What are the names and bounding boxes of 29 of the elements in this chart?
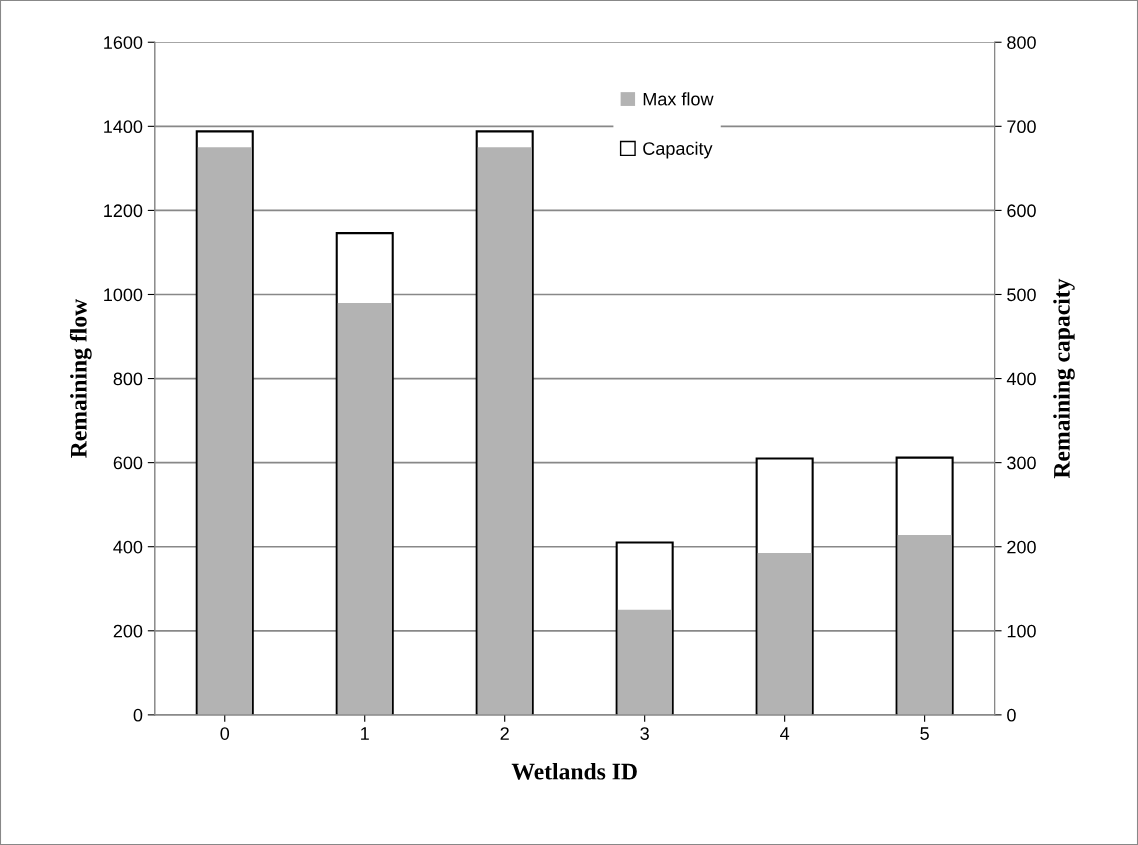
y-tick-label: 400 bbox=[113, 540, 143, 554]
y2-tick-label: 200 bbox=[1007, 540, 1036, 554]
y2-tick-label: 700 bbox=[1007, 120, 1036, 134]
y2-tick-label: 500 bbox=[1007, 288, 1036, 302]
x-tick-label: 4 bbox=[780, 727, 790, 740]
x-tick-label: 5 bbox=[920, 727, 929, 740]
y2-tick-label: 400 bbox=[1006, 372, 1036, 386]
y-tick-label: 800 bbox=[113, 372, 143, 386]
y2-tick-label: 100 bbox=[1007, 624, 1036, 638]
y2-tick-label: 300 bbox=[1007, 456, 1036, 470]
y-tick-label: 1200 bbox=[104, 204, 143, 218]
y-axis-title: Remaining flow bbox=[69, 299, 92, 458]
x-tick-label: 0 bbox=[220, 727, 230, 740]
x-tick-label: 1 bbox=[361, 727, 369, 740]
y-tick-label: 600 bbox=[113, 456, 143, 470]
y-tick-label: 0 bbox=[133, 708, 143, 722]
legend-label: Capacity bbox=[643, 141, 713, 159]
x-tick-label: 3 bbox=[640, 727, 649, 740]
legend-label: Max flow bbox=[643, 92, 714, 106]
y2-tick-label: 0 bbox=[1007, 708, 1016, 722]
y-tick-label: 1400 bbox=[104, 120, 143, 134]
x-axis-title: Wetlands ID bbox=[511, 762, 637, 780]
y-tick-label: 1600 bbox=[104, 36, 143, 49]
x-tick-label: 2 bbox=[500, 727, 509, 740]
y2-tick-label: 800 bbox=[1007, 36, 1036, 49]
y-tick-label: 200 bbox=[113, 624, 143, 638]
y2-tick-label: 600 bbox=[1007, 204, 1036, 218]
y2-axis-title: Remaining capacity bbox=[1053, 278, 1075, 479]
y-tick-label: 1000 bbox=[104, 288, 143, 302]
